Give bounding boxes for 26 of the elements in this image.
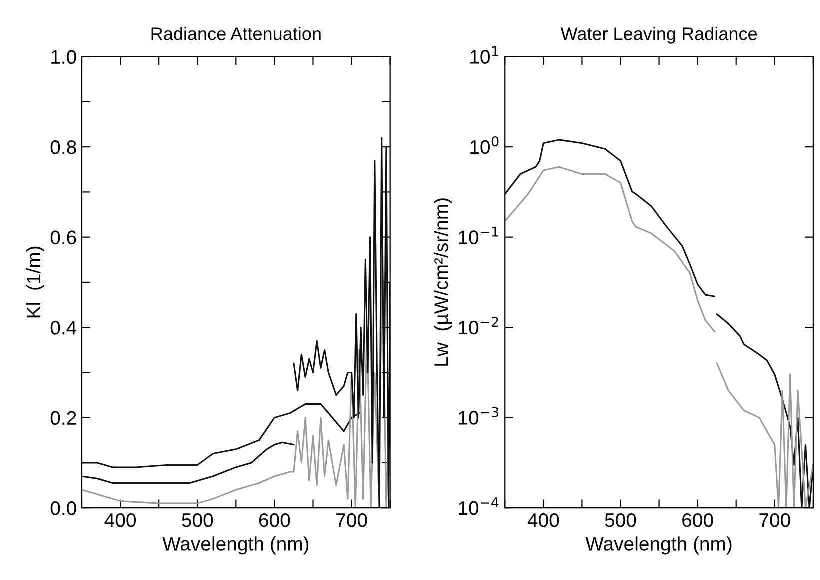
y-tick-label: 10$^{−3}$ [459,407,498,425]
y-tick-label: 10$^{−4}$ [459,498,499,516]
y-tick-label: 0.8 [50,140,76,154]
x-tick-label: 700 [336,513,368,528]
y-tick-label: 0.2 [50,411,76,426]
y-tick-label: 10$^{0}$ [470,136,499,154]
y-tick-label: 10$^{1}$ [470,46,498,64]
y-tick-label: 10$^{−1}$ [459,226,498,244]
x-tick-label: 600 [259,513,290,528]
y-axis-title: Lw (µW/cm²/sr/nm) [434,198,452,366]
x-tick-label: 600 [682,513,714,528]
y-tick-label: 10$^{−2}$ [459,316,498,335]
y-axis-title: Kl (1/m) [26,246,45,318]
x-tick-label: 400 [104,513,136,528]
y-tick-label: 0.0 [50,502,76,516]
x-axis-title: Wavelength (nm) [162,536,309,555]
y-tick-label: 0.6 [50,230,76,245]
chart-title: Water Leaving Radiance [560,27,758,44]
y-tick-label: 1.0 [52,50,76,64]
x-tick-label: 500 [182,513,214,528]
y-tick-label: 0.4 [50,321,77,335]
x-tick-label: 500 [605,513,636,528]
chart-title: Radiance Attenuation [152,27,321,40]
x-tick-label: 700 [760,513,790,528]
x-axis-title: Wavelength (nm) [586,536,732,555]
x-tick-label: 400 [528,513,560,528]
